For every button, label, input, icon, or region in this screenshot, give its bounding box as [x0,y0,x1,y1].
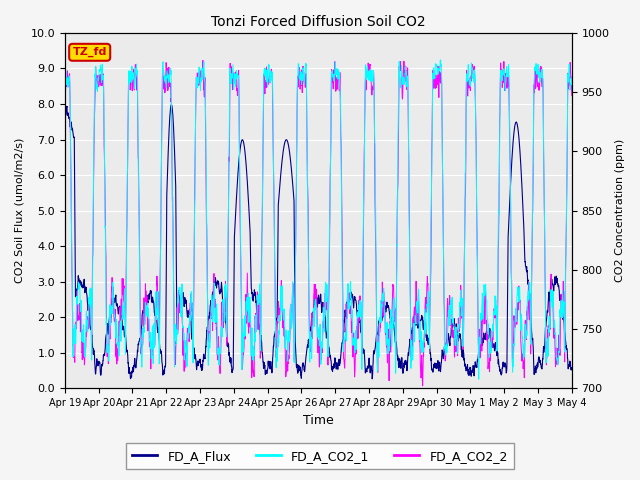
Title: Tonzi Forced Diffusion Soil CO2: Tonzi Forced Diffusion Soil CO2 [211,15,426,29]
Legend: FD_A_Flux, FD_A_CO2_1, FD_A_CO2_2: FD_A_Flux, FD_A_CO2_1, FD_A_CO2_2 [126,444,514,469]
Text: TZ_fd: TZ_fd [72,47,107,58]
Y-axis label: CO2 Concentration (ppm): CO2 Concentration (ppm) [615,139,625,282]
X-axis label: Time: Time [303,414,333,427]
Y-axis label: CO2 Soil Flux (umol/m2/s): CO2 Soil Flux (umol/m2/s) [15,138,25,283]
